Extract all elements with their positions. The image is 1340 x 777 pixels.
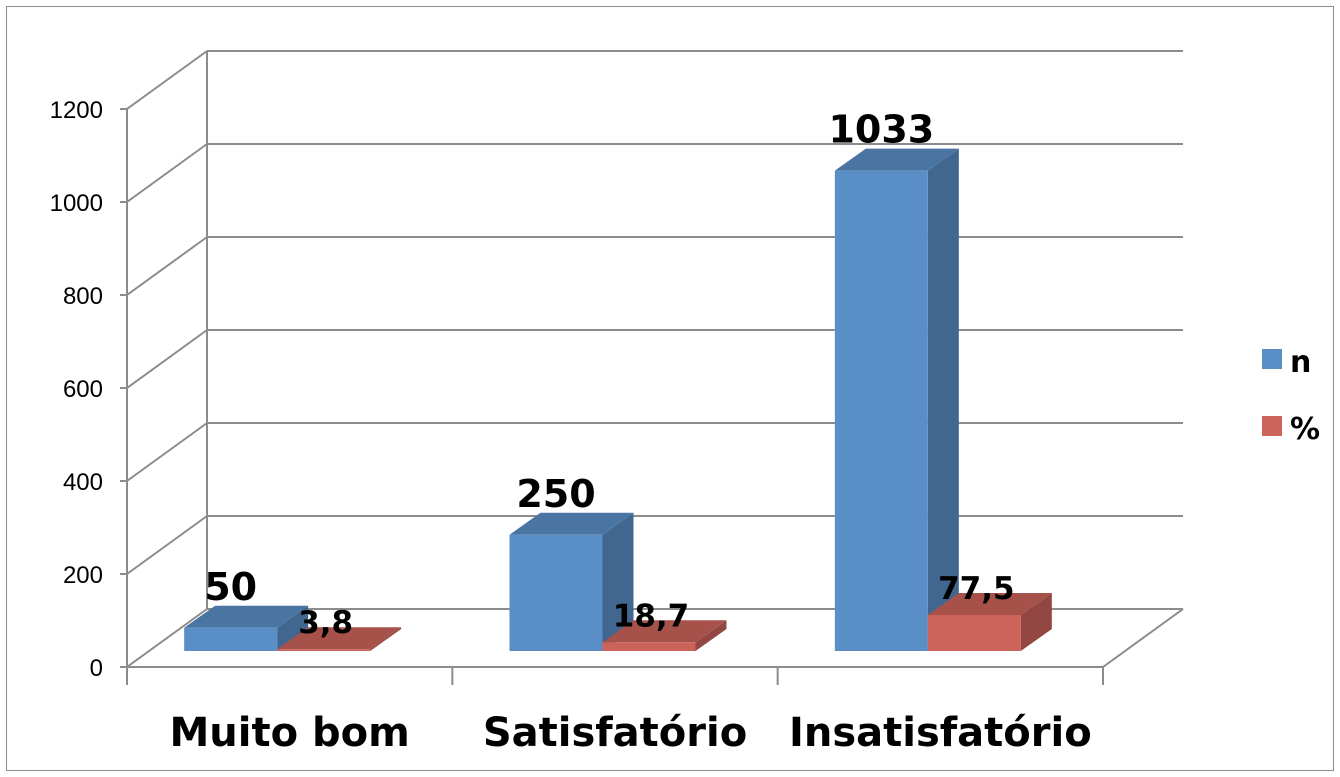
y-tick-label: 400 (63, 469, 103, 496)
data-label: 3,8 (298, 605, 353, 641)
bars-layer (184, 148, 1052, 651)
bar-top (927, 592, 1052, 615)
gridline-diagonal (126, 50, 208, 110)
bar-side (277, 605, 309, 651)
bar (277, 649, 371, 651)
gridline-diagonal (126, 515, 208, 575)
legend-label: % (1290, 412, 1320, 447)
labels-layer: 0 200 400 600 800 1000 1200 50 3,8 Muito bom 250 18… (50, 97, 1092, 756)
category-label: Muito bom (170, 710, 410, 756)
gridline-diagonal (126, 608, 208, 668)
bar-side (370, 627, 402, 651)
bar (834, 170, 928, 651)
grid-layer (120, 50, 1184, 685)
y-tick-label: 600 (63, 376, 103, 403)
bar (509, 534, 603, 651)
bar-top (509, 512, 634, 535)
y-tick-label: 800 (63, 283, 103, 310)
bar-top (277, 627, 402, 650)
data-label: 250 (516, 472, 595, 516)
bar-side (602, 512, 634, 651)
bar (184, 627, 278, 651)
y-tick-label: 0 (90, 655, 103, 682)
legend-swatch (1262, 349, 1282, 369)
data-label: 1033 (828, 108, 934, 152)
y-tick-label: 1200 (50, 97, 103, 124)
data-label: 77,5 (938, 571, 1015, 607)
gridline-diagonal (126, 422, 208, 482)
bar (927, 614, 1021, 651)
gridline-diagonal (126, 236, 208, 296)
gridline-diagonal (126, 329, 208, 389)
bar-side (927, 148, 959, 651)
bar-side (1020, 592, 1052, 651)
bar-top (834, 148, 959, 171)
legend-swatch (1262, 416, 1282, 436)
y-tick-label: 200 (63, 562, 103, 589)
category-label: Insatisfatório (789, 710, 1092, 756)
legend: n% (1262, 345, 1320, 447)
bar (602, 642, 696, 651)
data-label: 50 (204, 565, 257, 609)
data-label: 18,7 (613, 598, 690, 634)
y-tick-label: 1000 (50, 190, 103, 217)
bar-top (602, 620, 727, 643)
floor-right-edge (1102, 608, 1184, 668)
category-label: Satisfatório (483, 710, 747, 756)
bar-side (695, 620, 727, 651)
legend-label: n (1290, 345, 1311, 380)
bar-top (184, 605, 309, 628)
gridline-diagonal (126, 143, 208, 203)
